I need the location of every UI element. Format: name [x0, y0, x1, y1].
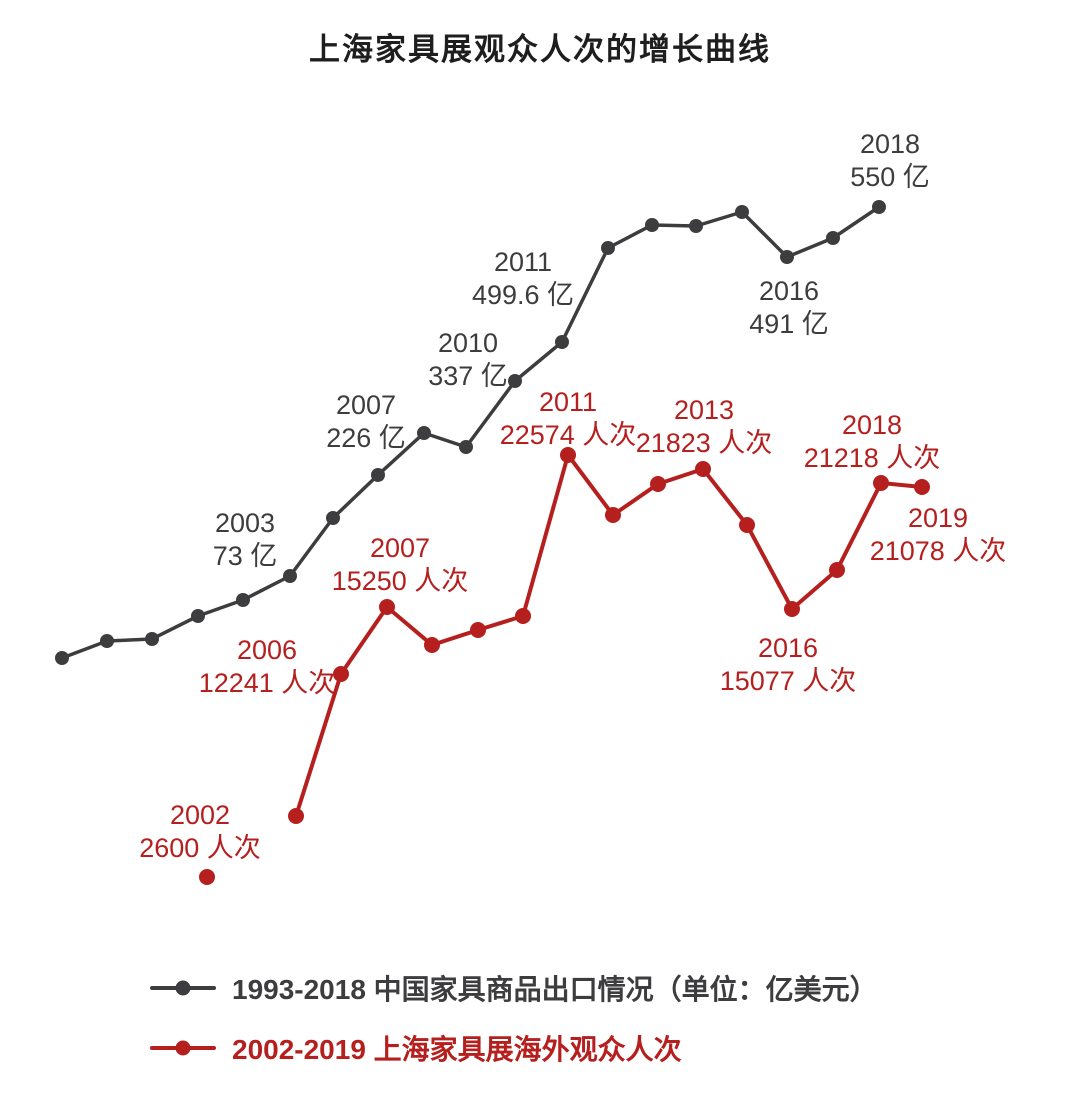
legend-label-visitors: 2002-2019 上海家具展海外观众人次 [232, 1034, 682, 1065]
visitors-data-point [829, 562, 845, 578]
visitors-annotation-label: 22574 人次 [500, 420, 637, 450]
visitors-data-point [379, 599, 395, 615]
visitors-annotation-label: 2019 [908, 503, 968, 533]
export-data-point [145, 632, 159, 646]
visitors-data-point [424, 637, 440, 653]
export-data-point [417, 426, 431, 440]
visitors-data-point [650, 476, 666, 492]
visitors-data-point [605, 507, 621, 523]
legend-item-visitors: 2002-2019 上海家具展海外观众人次 [150, 1028, 878, 1068]
visitors-dot-icon [175, 1040, 191, 1056]
export-data-point [100, 634, 114, 648]
export-data-point [283, 569, 297, 583]
visitors-annotation-label: 2006 [237, 635, 297, 665]
visitors-annotation-label: 21078 人次 [870, 536, 1007, 566]
export-annotation-label: 2003 [215, 508, 275, 538]
export-data-point [555, 335, 569, 349]
export-annotation-label: 2010 [438, 328, 498, 358]
visitors-annotation-label: 2007 [370, 533, 430, 563]
visitors-annotation-label: 2002 [170, 800, 230, 830]
export-annotation-label: 226 亿 [326, 423, 406, 453]
export-line-swatch [150, 980, 216, 996]
visitors-data-point [199, 869, 215, 885]
export-data-point [236, 593, 250, 607]
visitors-annotation-label: 12241 人次 [199, 668, 336, 698]
export-annotation-label: 2007 [336, 390, 396, 420]
export-data-point [508, 374, 522, 388]
export-data-point [689, 219, 703, 233]
visitors-data-point [333, 666, 349, 682]
export-dot-icon [175, 980, 191, 996]
legend-label-export: 1993-2018 中国家具商品出口情况（单位：亿美元） [232, 974, 878, 1005]
visitors-data-point [560, 447, 576, 463]
visitors-data-point [515, 608, 531, 624]
export-data-point [645, 218, 659, 232]
export-annotation-label: 2018 [860, 129, 920, 159]
visitors-annotation-label: 2013 [674, 395, 734, 425]
export-annotation-label: 73 亿 [213, 541, 278, 571]
export-annotation-label: 2016 [759, 276, 819, 306]
export-data-point [326, 511, 340, 525]
export-data-point [826, 231, 840, 245]
export-data-point [872, 200, 886, 214]
visitors-annotation-label: 2016 [758, 633, 818, 663]
visitors-annotation-label: 2011 [539, 387, 597, 417]
visitors-annotation-label: 15077 人次 [720, 666, 857, 696]
legend: 1993-2018 中国家具商品出口情况（单位：亿美元） 2002-2019 上… [150, 968, 878, 1068]
export-data-point [191, 609, 205, 623]
visitors-annotation-label: 2018 [842, 410, 902, 440]
visitors-annotation-label: 2600 人次 [139, 833, 261, 863]
export-data-point [371, 468, 385, 482]
export-data-point [735, 205, 749, 219]
visitors-annotation-label: 21218 人次 [804, 443, 941, 473]
visitors-data-point [784, 601, 800, 617]
visitors-data-point [873, 475, 889, 491]
export-annotation-label: 550 亿 [850, 162, 930, 192]
visitors-data-point [739, 517, 755, 533]
export-data-point [55, 651, 69, 665]
visitors-data-point [914, 479, 930, 495]
visitors-data-point [695, 461, 711, 477]
chart-title: 上海家具展观众人次的增长曲线 [309, 32, 771, 67]
visitors-data-point [470, 622, 486, 638]
export-data-point [780, 250, 794, 264]
export-annotation-label: 499.6 亿 [472, 280, 574, 310]
export-annotation-label: 337 亿 [428, 361, 508, 391]
visitors-data-point [288, 808, 304, 824]
export-annotation-label: 2011 [494, 247, 552, 277]
legend-item-export: 1993-2018 中国家具商品出口情况（单位：亿美元） [150, 968, 878, 1008]
export-data-point [459, 440, 473, 454]
export-data-point [601, 241, 615, 255]
visitors-annotation-label: 21823 人次 [636, 428, 773, 458]
export-annotation-label: 491 亿 [749, 309, 829, 339]
visitors-line-swatch [150, 1040, 216, 1056]
visitors-annotation-label: 15250 人次 [332, 566, 469, 596]
